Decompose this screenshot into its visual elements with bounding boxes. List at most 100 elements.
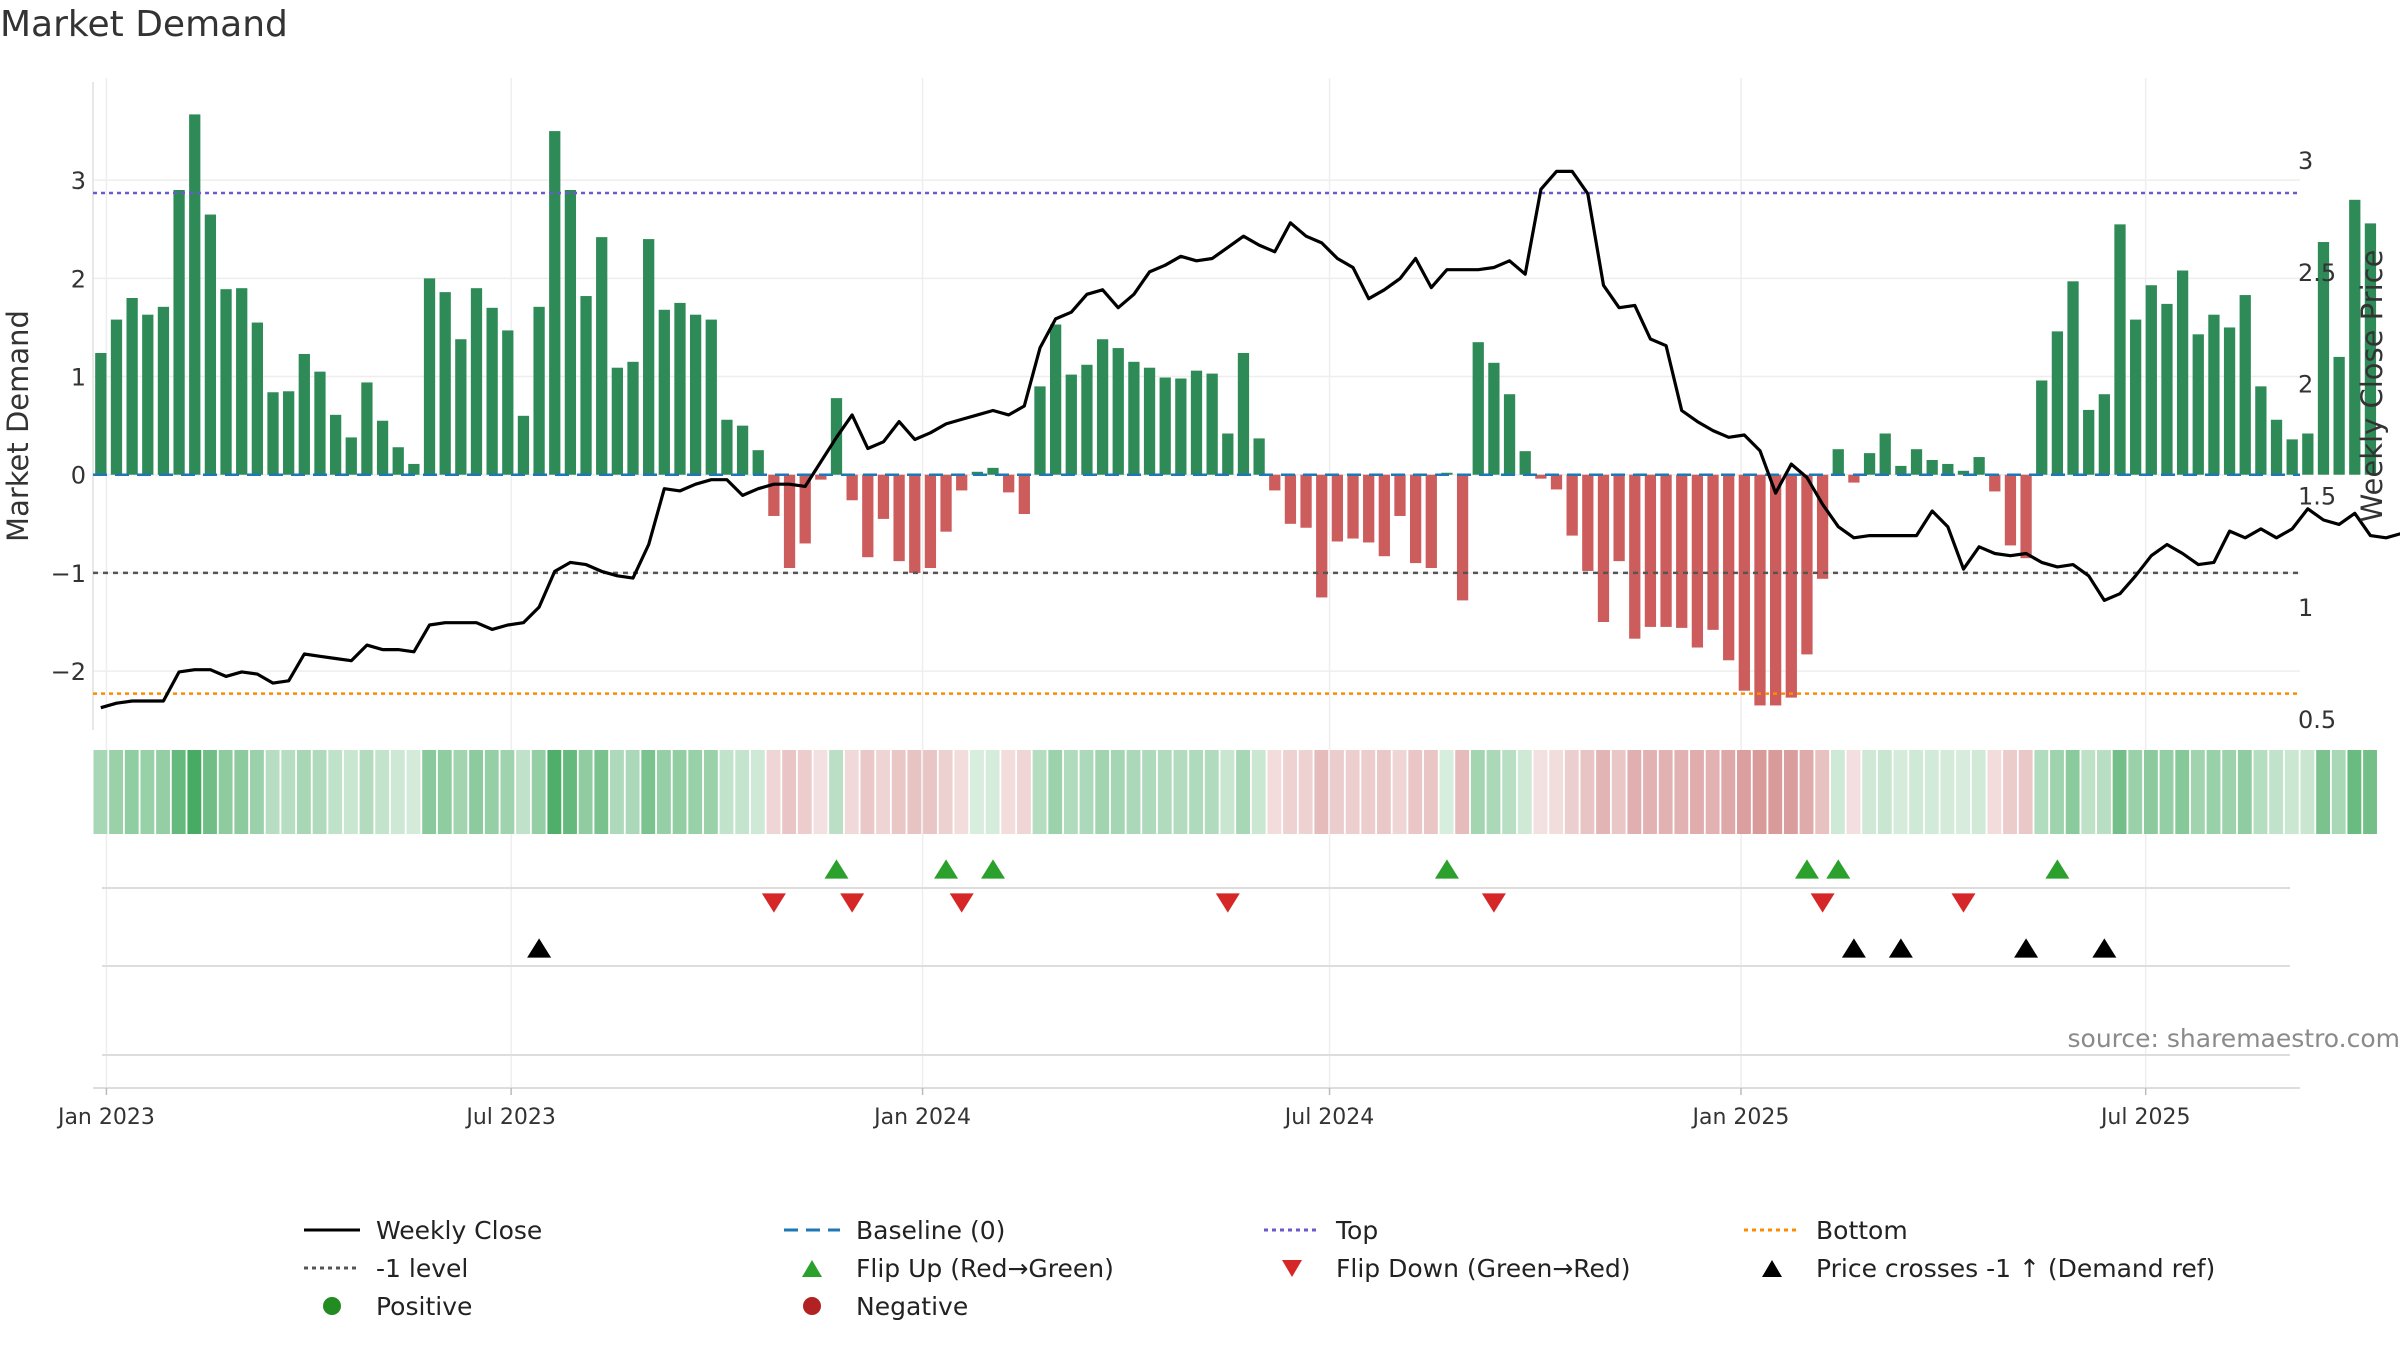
demand-bar [909, 474, 921, 573]
x-tick-label: Jan 2025 [1691, 1105, 1790, 1130]
heat-cell [1220, 750, 1235, 834]
demand-bar [1284, 474, 1297, 524]
demand-bar [2176, 270, 2189, 475]
heat-cell [2050, 750, 2064, 834]
heat-cell [1377, 750, 1391, 834]
heat-cell [1267, 750, 1282, 834]
demand-bar [1832, 449, 1844, 475]
demand-bar [1723, 474, 1735, 661]
heat-cell [688, 750, 703, 834]
demand-bar [408, 463, 420, 475]
demand-bar [689, 314, 702, 475]
heat-cell [2112, 750, 2127, 834]
demand-bar [329, 414, 342, 475]
heat-cell [1596, 750, 1610, 834]
demand-bar [2317, 242, 2330, 475]
demand-bar [1629, 474, 1641, 639]
y-axis-title: Market Demand [1, 310, 35, 542]
demand-bar [1895, 465, 1907, 475]
heat-cell [1564, 750, 1579, 834]
demand-bar [173, 190, 185, 475]
heat-cell [1549, 750, 1564, 834]
demand-bar [1707, 474, 1719, 630]
demand-bar [1237, 352, 1250, 475]
legend-glyph [323, 1297, 341, 1315]
price-cross-marker [2092, 938, 2117, 958]
heat-cell [1846, 750, 1861, 834]
demand-bar [142, 314, 154, 475]
flip-down-marker [1215, 893, 1240, 913]
demand-bar [220, 289, 232, 475]
demand-bar [580, 296, 592, 475]
demand-bar [924, 474, 937, 568]
heat-cell [1987, 750, 2002, 834]
heat-cell [390, 750, 405, 834]
heat-cell [1157, 750, 1172, 834]
chart-legend: Weekly Close Baseline (0) Top Bottom -1 … [300, 1212, 2250, 1332]
heat-cell [985, 750, 1000, 834]
legend-marker-positive [323, 1297, 341, 1315]
heat-cell [296, 750, 311, 834]
demand-bar [486, 307, 498, 475]
heat-cell [265, 750, 280, 834]
heat-cell [907, 750, 922, 834]
demand-bar [956, 474, 968, 491]
heat-cell [1189, 750, 1204, 834]
demand-bar [392, 447, 404, 475]
heat-cell [187, 750, 202, 834]
demand-bar [1863, 453, 1876, 475]
demand-bar [298, 353, 310, 475]
demand-bar [658, 309, 670, 475]
legend-label-flip-up: Flip Up (Red→Green) [856, 1253, 1114, 1283]
demand-bar [1957, 470, 1970, 475]
heat-cell [1690, 750, 1704, 834]
legend-marker-minus1-level [304, 1266, 360, 1270]
demand-bar [95, 352, 107, 475]
heat-cell [2253, 750, 2268, 834]
demand-bar [204, 214, 217, 475]
legend-item-top: Top [1260, 1212, 1378, 1248]
demand-bar [1253, 438, 1265, 475]
heat-cell [672, 750, 687, 834]
heat-cell [1705, 750, 1720, 834]
heat-cell [406, 750, 421, 834]
demand-bar [1472, 342, 1484, 475]
heat-cell [2081, 750, 2096, 834]
legend-marker-bottom [1744, 1228, 1800, 1232]
flip-down-marker [840, 893, 865, 913]
demand-bar [1112, 348, 1124, 475]
heat-cell [171, 750, 186, 834]
demand-bar [1691, 474, 1704, 648]
legend-label-flip-down: Flip Down (Green→Red) [1336, 1253, 1631, 1283]
heat-cell [1048, 750, 1063, 834]
heat-cell [563, 750, 577, 834]
demand-bar [2302, 433, 2314, 475]
heat-cell [1486, 750, 1501, 834]
demand-bar [1049, 324, 1062, 475]
heat-cell [1737, 750, 1751, 834]
heat-cell [281, 750, 296, 834]
heat-cell [2065, 750, 2080, 834]
demand-bar [2223, 327, 2236, 475]
demand-bar [1503, 394, 1516, 475]
heat-cell [547, 750, 562, 834]
y2-tick-label: 2.5 [2298, 259, 2336, 287]
demand-bar [1785, 474, 1797, 698]
demand-bar [502, 330, 514, 475]
demand-bar [1942, 463, 1954, 475]
heat-cell [1643, 750, 1657, 834]
price-cross-marker [1841, 938, 1866, 958]
legend-label-weekly-close: Weekly Close [376, 1215, 543, 1245]
heat-cell [876, 750, 890, 834]
heat-cell [1204, 750, 1219, 834]
heat-cell [938, 750, 953, 834]
demand-bar [1754, 474, 1766, 706]
heat-cell [343, 750, 358, 834]
legend-item-bottom: Bottom [1740, 1212, 1908, 1248]
demand-bar [564, 190, 577, 475]
demand-bar [768, 474, 780, 516]
heat-cell [1173, 750, 1188, 834]
demand-bar [1425, 474, 1437, 568]
heat-cell [735, 750, 750, 834]
demand-bar [110, 319, 123, 475]
